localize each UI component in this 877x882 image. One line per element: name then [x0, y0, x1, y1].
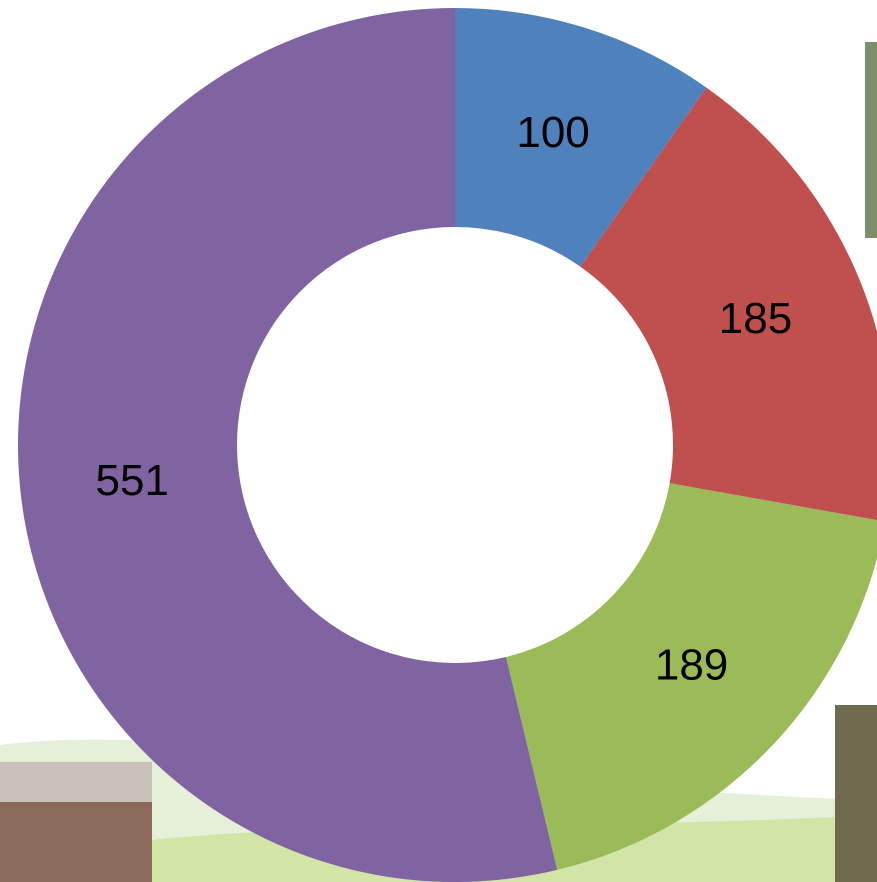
chart: 100 185 189 551 [0, 0, 877, 882]
photo [0, 762, 152, 802]
photo [865, 42, 877, 238]
page: {"chart_data": {"type": "donut", "values… [0, 0, 877, 882]
data-label: 551 [96, 456, 169, 505]
data-label: 189 [655, 640, 728, 689]
data-label: 100 [516, 108, 589, 157]
photo [835, 705, 877, 882]
data-label: 185 [719, 294, 792, 343]
